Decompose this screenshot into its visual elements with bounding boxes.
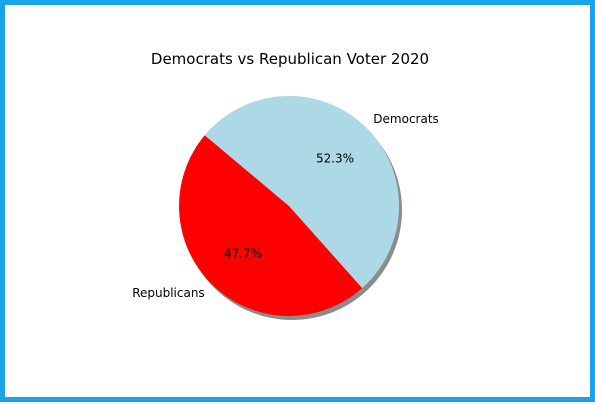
pie-chart: Democrats vs Republican Voter 2020 47.7%… (132, 50, 439, 320)
pie-slice-democrats (204, 95, 400, 289)
pie-category-label-democrats: Democrats (373, 112, 439, 126)
chart-title: Democrats vs Republican Voter 2020 (151, 50, 429, 68)
pie-category-label-republicans: Republicans (132, 286, 205, 300)
pie-percent-label-republicans: 47.7% (224, 246, 262, 260)
pie-percent-label-democrats: 52.3% (316, 152, 354, 166)
pie-slice-republicans (179, 135, 363, 316)
pie-layer: 47.7% Republicans 52.3% Democrats (132, 95, 439, 320)
